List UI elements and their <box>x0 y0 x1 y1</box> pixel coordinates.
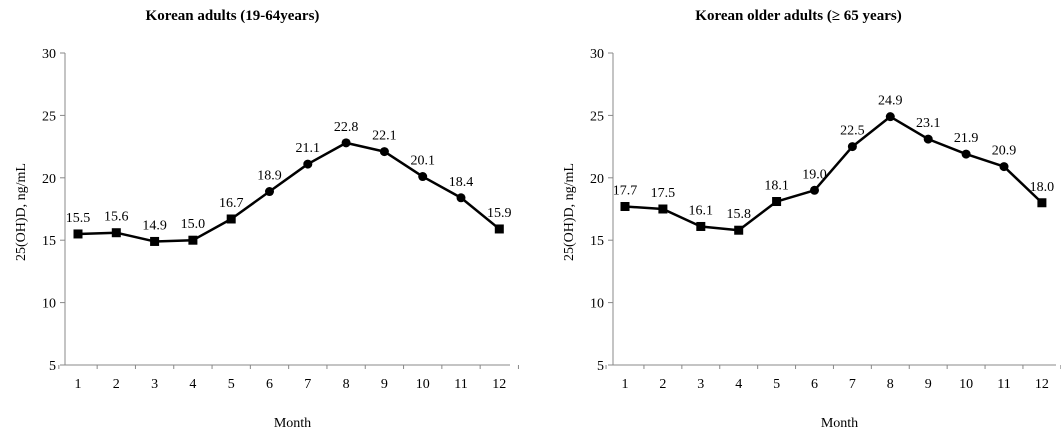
data-point-square <box>73 229 83 239</box>
data-label: 22.8 <box>334 120 359 135</box>
data-line <box>624 115 1043 232</box>
data-label: 16.1 <box>689 203 714 218</box>
x-tick-label: 9 <box>925 377 932 392</box>
data-point-circle <box>961 149 971 159</box>
y-tick-label: 10 <box>590 297 604 312</box>
y-axis-label: 25(OH)D, ng/mL <box>562 163 577 261</box>
data-point-square <box>772 197 782 207</box>
y-tick-label: 25 <box>42 109 56 124</box>
x-tick-label: 5 <box>228 377 235 392</box>
x-tick-label: 11 <box>454 377 467 392</box>
data-point-circle <box>303 159 313 169</box>
data-point-circle <box>456 193 466 203</box>
data-label: 22.1 <box>372 129 397 144</box>
y-tick-label: 15 <box>42 234 56 249</box>
data-point-square <box>111 228 121 238</box>
data-label: 17.5 <box>651 186 676 201</box>
y-tick-label: 20 <box>42 172 56 187</box>
x-tick-label: 2 <box>659 377 666 392</box>
data-label: 16.7 <box>219 196 244 211</box>
y-tick-label: 10 <box>42 297 56 312</box>
data-label: 15.6 <box>104 210 129 225</box>
data-label: 15.0 <box>181 217 206 232</box>
chart-title: Korean older adults (≥ 65 years) <box>695 8 902 24</box>
data-label: 17.7 <box>613 184 638 199</box>
y-tick-label: 30 <box>42 47 56 62</box>
data-label: 21.1 <box>296 141 321 156</box>
x-tick-label: 1 <box>75 377 82 392</box>
data-point-square <box>188 235 198 245</box>
data-point-square <box>696 221 706 231</box>
x-tick-label: 11 <box>997 377 1010 392</box>
data-point-square <box>658 204 668 214</box>
x-axis-label: Month <box>274 416 311 431</box>
x-tick-label: 7 <box>849 377 856 392</box>
data-point-square <box>150 236 160 246</box>
data-point-circle <box>810 185 819 195</box>
x-tick-label: 7 <box>304 377 311 392</box>
chart-title: Korean adults (19-64years) <box>145 8 320 24</box>
x-tick-label: 9 <box>381 377 388 392</box>
data-line <box>77 141 501 243</box>
x-tick-label: 6 <box>811 377 818 392</box>
data-point-circle <box>265 187 274 197</box>
data-point-circle <box>341 138 351 148</box>
y-tick-label: 20 <box>590 172 604 187</box>
x-tick-label: 1 <box>622 377 629 392</box>
data-label: 24.9 <box>878 94 903 109</box>
x-tick-label: 10 <box>959 377 973 392</box>
data-point-square <box>226 214 236 224</box>
data-label: 15.5 <box>66 211 91 226</box>
y-tick-label: 5 <box>597 359 604 374</box>
data-label: 18.1 <box>764 179 789 194</box>
data-label: 18.0 <box>1030 180 1055 195</box>
chart-panel-older-adults: Korean older adults (≥ 65 years) 5 10 15 20… <box>530 0 1061 433</box>
x-tick-label: 4 <box>189 377 196 392</box>
data-point-square <box>734 225 744 235</box>
data-label: 15.8 <box>726 207 751 222</box>
data-point-square <box>620 202 630 212</box>
data-label: 15.9 <box>487 206 512 221</box>
data-label: 19.0 <box>802 167 827 182</box>
data-point-circle <box>923 134 933 144</box>
x-tick-label: 8 <box>343 377 350 392</box>
chart-panel-adults: Korean adults (19-64years) 5 10 15 20 25 30 1 2… <box>0 0 530 433</box>
data-point-square <box>494 224 504 234</box>
data-label: 20.1 <box>410 154 435 169</box>
x-tick-label: 6 <box>266 377 273 392</box>
data-point-circle <box>999 162 1009 172</box>
data-label: 14.9 <box>142 218 167 233</box>
data-point-circle <box>885 112 895 122</box>
x-tick-label: 8 <box>887 377 894 392</box>
x-tick-label: 3 <box>697 377 704 392</box>
data-label: 21.9 <box>954 131 979 146</box>
x-tick-label: 5 <box>773 377 780 392</box>
y-tick-label: 30 <box>590 47 604 62</box>
data-label: 20.9 <box>992 144 1017 159</box>
y-tick-label: 25 <box>590 109 604 124</box>
x-tick-label: 10 <box>416 377 430 392</box>
data-point-square <box>1037 198 1047 208</box>
x-tick-label: 4 <box>735 377 742 392</box>
data-label: 18.4 <box>449 175 474 190</box>
x-tick-label: 2 <box>113 377 120 392</box>
data-label: 23.1 <box>916 116 941 131</box>
x-axis-label: Month <box>821 416 858 431</box>
x-tick-label: 12 <box>1035 377 1049 392</box>
x-tick-label: 3 <box>151 377 158 392</box>
y-axis-label: 25(OH)D, ng/mL <box>14 163 29 261</box>
data-label: 18.9 <box>257 169 282 184</box>
y-tick-label: 15 <box>590 234 604 249</box>
y-tick-label: 5 <box>49 359 56 374</box>
data-label: 22.5 <box>840 124 865 139</box>
data-point-circle <box>847 142 857 152</box>
x-tick-label: 12 <box>492 377 506 392</box>
data-point-circle <box>379 147 389 157</box>
data-point-circle <box>418 172 428 182</box>
